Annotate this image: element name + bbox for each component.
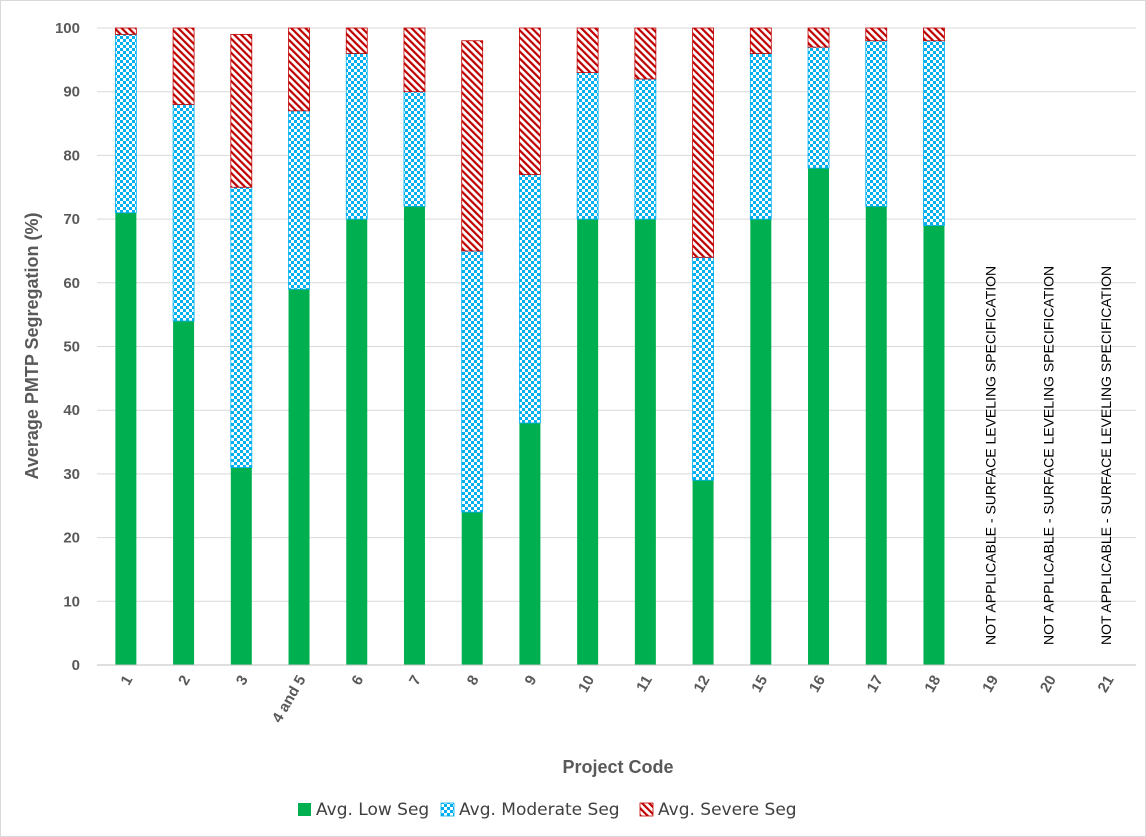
bar-segment-severe xyxy=(403,27,426,93)
bar-segment-moderate xyxy=(345,53,368,220)
bar-segment-moderate xyxy=(288,110,310,290)
legend-label-low: Avg. Low Seg xyxy=(316,800,429,820)
y-tick-label: 90 xyxy=(63,84,80,101)
legend-swatch-moderate xyxy=(440,802,455,817)
bar-segment-low xyxy=(923,225,945,665)
legend-label-moderate: Avg. Moderate Seg xyxy=(459,800,620,820)
legend-swatch-severe xyxy=(639,802,654,817)
bar-segment-moderate xyxy=(519,174,541,424)
bar-segment-low xyxy=(173,321,195,665)
legend-swatch-low xyxy=(298,803,311,816)
bar-segment-low xyxy=(519,422,541,665)
y-tick-label: 100 xyxy=(55,20,80,37)
bar-segment-low xyxy=(577,219,599,665)
bar-segment-moderate xyxy=(576,72,599,220)
y-axis-title: Average PMTP Segregation (%) xyxy=(22,212,42,479)
bar-segment-severe xyxy=(114,27,137,35)
x-tick-label: 10 xyxy=(575,673,598,696)
bar-segment-moderate xyxy=(692,256,714,481)
x-tick-label: 11 xyxy=(633,673,656,695)
x-tick-label: 19 xyxy=(979,673,1002,696)
bar-segment-moderate xyxy=(807,46,830,169)
bar-segment-moderate xyxy=(749,53,772,220)
y-tick-label: 30 xyxy=(63,466,80,483)
bar-segment-severe xyxy=(576,27,599,73)
bar-segment-moderate xyxy=(461,250,484,513)
x-tick-label: 17 xyxy=(864,673,887,696)
bar-segment-severe xyxy=(634,27,657,80)
y-tick-label: 40 xyxy=(63,402,80,419)
legend-label-severe: Avg. Severe Seg xyxy=(658,800,797,820)
y-tick-label: 10 xyxy=(63,593,80,610)
y-tick-label: 20 xyxy=(63,530,80,547)
y-tick-label: 50 xyxy=(63,339,80,356)
bar-segment-low xyxy=(865,206,887,666)
y-tick-label: 70 xyxy=(63,211,80,228)
y-tick-label: 60 xyxy=(63,275,80,292)
legend: Avg. Low Seg Avg. Moderate Seg Avg. Severe… xyxy=(298,800,797,820)
bar-segment-low xyxy=(346,219,368,665)
bar-segment-severe xyxy=(807,27,830,48)
bar-segment-low xyxy=(288,289,310,665)
not-applicable-annotation: NOT APPLICABLE - SURFACE LEVELING SPECIF… xyxy=(1098,266,1114,645)
bar-segment-moderate xyxy=(865,40,888,207)
bar-segment-low xyxy=(808,168,830,665)
bar-segment-severe xyxy=(230,33,253,188)
bar-segment-low xyxy=(403,206,425,666)
x-tick-label: 16 xyxy=(806,673,829,696)
not-applicable-annotation: NOT APPLICABLE - SURFACE LEVELING SPECIF… xyxy=(1040,266,1056,645)
bar-segment-severe xyxy=(923,27,945,42)
bar-segment-low xyxy=(115,212,137,666)
x-axis-title: Project Code xyxy=(562,757,673,777)
bar-segment-moderate xyxy=(230,186,253,468)
bar-segment-moderate xyxy=(114,33,137,214)
bar-segment-moderate xyxy=(634,78,657,220)
y-tick-label: 0 xyxy=(72,657,80,674)
bar-segment-low xyxy=(230,467,252,665)
x-tick-label: 15 xyxy=(748,673,771,696)
bar-segment-severe xyxy=(461,40,484,252)
bar-segment-low xyxy=(461,512,483,665)
x-tick-label: 21 xyxy=(1095,673,1118,696)
bar-segment-severe xyxy=(519,27,541,175)
x-tick-label: 12 xyxy=(690,673,713,696)
bar-segment-severe xyxy=(749,27,772,54)
x-tick-label: 20 xyxy=(1037,673,1060,696)
bar-segment-moderate xyxy=(403,91,426,207)
bar-segment-severe xyxy=(345,27,368,54)
bar-segment-low xyxy=(634,219,656,665)
bar-segment-severe xyxy=(172,27,195,105)
y-tick-label: 80 xyxy=(63,147,80,164)
bars xyxy=(114,27,945,666)
bar-segment-severe xyxy=(288,27,310,112)
bar-segment-low xyxy=(750,219,772,665)
gridlines xyxy=(97,27,1136,602)
bar-segment-severe xyxy=(865,27,888,42)
not-applicable-annotation: NOT APPLICABLE - SURFACE LEVELING SPECIF… xyxy=(983,266,999,645)
bar-segment-severe xyxy=(692,27,714,258)
x-tick-label: 18 xyxy=(921,673,944,696)
bar-segment-moderate xyxy=(172,104,195,322)
bar-segment-low xyxy=(692,480,714,665)
bar-segment-moderate xyxy=(923,40,945,226)
